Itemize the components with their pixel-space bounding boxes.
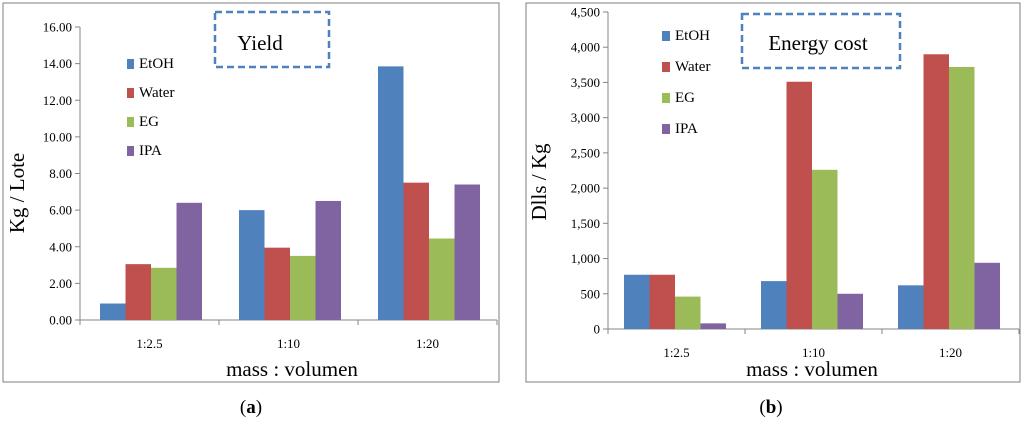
bar-eg-1:10 — [812, 169, 838, 329]
y-tick-label: 2,000 — [571, 181, 600, 196]
x-tick-label: 1:2.5 — [663, 345, 689, 360]
legend-label-ipa: IPA — [675, 121, 698, 137]
bar-eg-1:20 — [429, 238, 455, 320]
bar-ipa-1:2.5 — [700, 323, 726, 329]
bar-water-1:20 — [923, 54, 949, 330]
bar-eg-1:10 — [290, 255, 316, 320]
x-tick-label: 1:10 — [277, 336, 300, 351]
y-tick-label: 0 — [594, 322, 601, 337]
legend-swatch-etoh — [662, 31, 670, 41]
y-tick-label: 16.00 — [43, 20, 72, 35]
bar-water-1:10 — [264, 247, 290, 320]
y-tick-label: 4,500 — [571, 5, 600, 20]
x-tick-label: 1:10 — [802, 345, 825, 360]
y-tick-label: 10.00 — [43, 129, 72, 144]
bar-etoh-1:2.5 — [100, 303, 126, 320]
legend-swatch-etoh — [127, 59, 134, 69]
bar-ipa-1:10 — [837, 293, 863, 329]
y-tick-label: 1,000 — [571, 251, 600, 266]
bar-water-1:10 — [786, 81, 812, 330]
legend-swatch-ipa — [127, 146, 134, 156]
y-tick-label: 2,500 — [571, 145, 600, 160]
legend-swatch-eg — [127, 117, 134, 127]
title-box — [213, 10, 331, 69]
chart-title: Yield — [237, 31, 283, 55]
bar-ipa-1:10 — [315, 200, 341, 320]
bar-water-1:20 — [403, 182, 429, 320]
bar-ipa-1:20 — [454, 184, 480, 320]
title-box — [740, 12, 902, 70]
x-tick-label: 1:20 — [939, 345, 962, 360]
bar-water-1:2.5 — [649, 274, 675, 329]
legend-label-eg: EG — [139, 114, 159, 130]
energy-cost-chart: 0 500 1,000 1,500 2,000 2,500 3,000 3,500 4,000 4… — [525, 2, 1021, 383]
legend-label-eg: EG — [675, 90, 695, 106]
y-tick-label: 8.00 — [49, 166, 72, 181]
y-axis-label: Dlls / Kg — [527, 143, 551, 221]
y-tick-label: 4.00 — [49, 239, 72, 254]
bar-etoh-1:10 — [761, 281, 787, 329]
y-tick-label: 2.00 — [49, 276, 72, 291]
bar-eg-1:2.5 — [675, 296, 701, 329]
x-axis-label: mass : volumen — [226, 357, 358, 381]
bar-eg-1:2.5 — [151, 267, 177, 320]
bar-ipa-1:2.5 — [176, 202, 202, 320]
y-tick-label: 12.00 — [43, 93, 72, 108]
x-tick-label: 1:2.5 — [136, 336, 162, 351]
legend-label-etoh: EtOH — [139, 56, 174, 72]
caption-b-letter: b — [766, 397, 777, 418]
legend-swatch-ipa — [662, 124, 670, 134]
caption-a-letter: a — [246, 397, 256, 418]
bar-etoh-1:20 — [898, 285, 924, 329]
y-tick-label: 0.00 — [49, 313, 72, 328]
x-axis-label: mass : volumen — [746, 357, 878, 381]
bar-eg-1:20 — [949, 66, 975, 330]
legend-label-ipa: IPA — [139, 143, 162, 159]
yield-chart: 0.00 2.00 4.00 6.00 8.00 10.00 12.00 14.00 16.00… — [2, 2, 500, 383]
y-tick-label: 6.00 — [49, 203, 72, 218]
legend: EtOH Water EG IPA — [662, 28, 710, 137]
bar-etoh-1:20 — [378, 66, 404, 320]
chart-title: Energy cost — [768, 31, 868, 55]
legend-label-etoh: EtOH — [675, 28, 710, 44]
y-tick-label: 4,000 — [571, 40, 600, 55]
bar-etoh-1:2.5 — [624, 274, 650, 329]
bar-water-1:2.5 — [125, 264, 151, 320]
legend-label-water: Water — [139, 85, 174, 101]
bar-ipa-1:20 — [974, 262, 1000, 329]
x-tick-label: 1:20 — [416, 336, 439, 351]
legend-swatch-water — [127, 88, 134, 98]
legend: EtOH Water EG IPA — [127, 56, 174, 159]
y-tick-label: 14.00 — [43, 56, 72, 71]
y-tick-label: 3,000 — [571, 110, 600, 125]
bar-etoh-1:10 — [239, 210, 265, 320]
y-axis-label: Kg / Lote — [5, 153, 29, 233]
caption-b: (b) — [759, 397, 782, 418]
y-tick-label: 3,500 — [571, 75, 600, 90]
caption-a: (a) — [240, 397, 262, 418]
y-tick-label: 500 — [581, 286, 601, 301]
legend-swatch-eg — [662, 93, 670, 103]
legend-swatch-water — [662, 62, 670, 72]
legend-label-water: Water — [675, 59, 710, 75]
y-tick-label: 1,500 — [571, 216, 600, 231]
